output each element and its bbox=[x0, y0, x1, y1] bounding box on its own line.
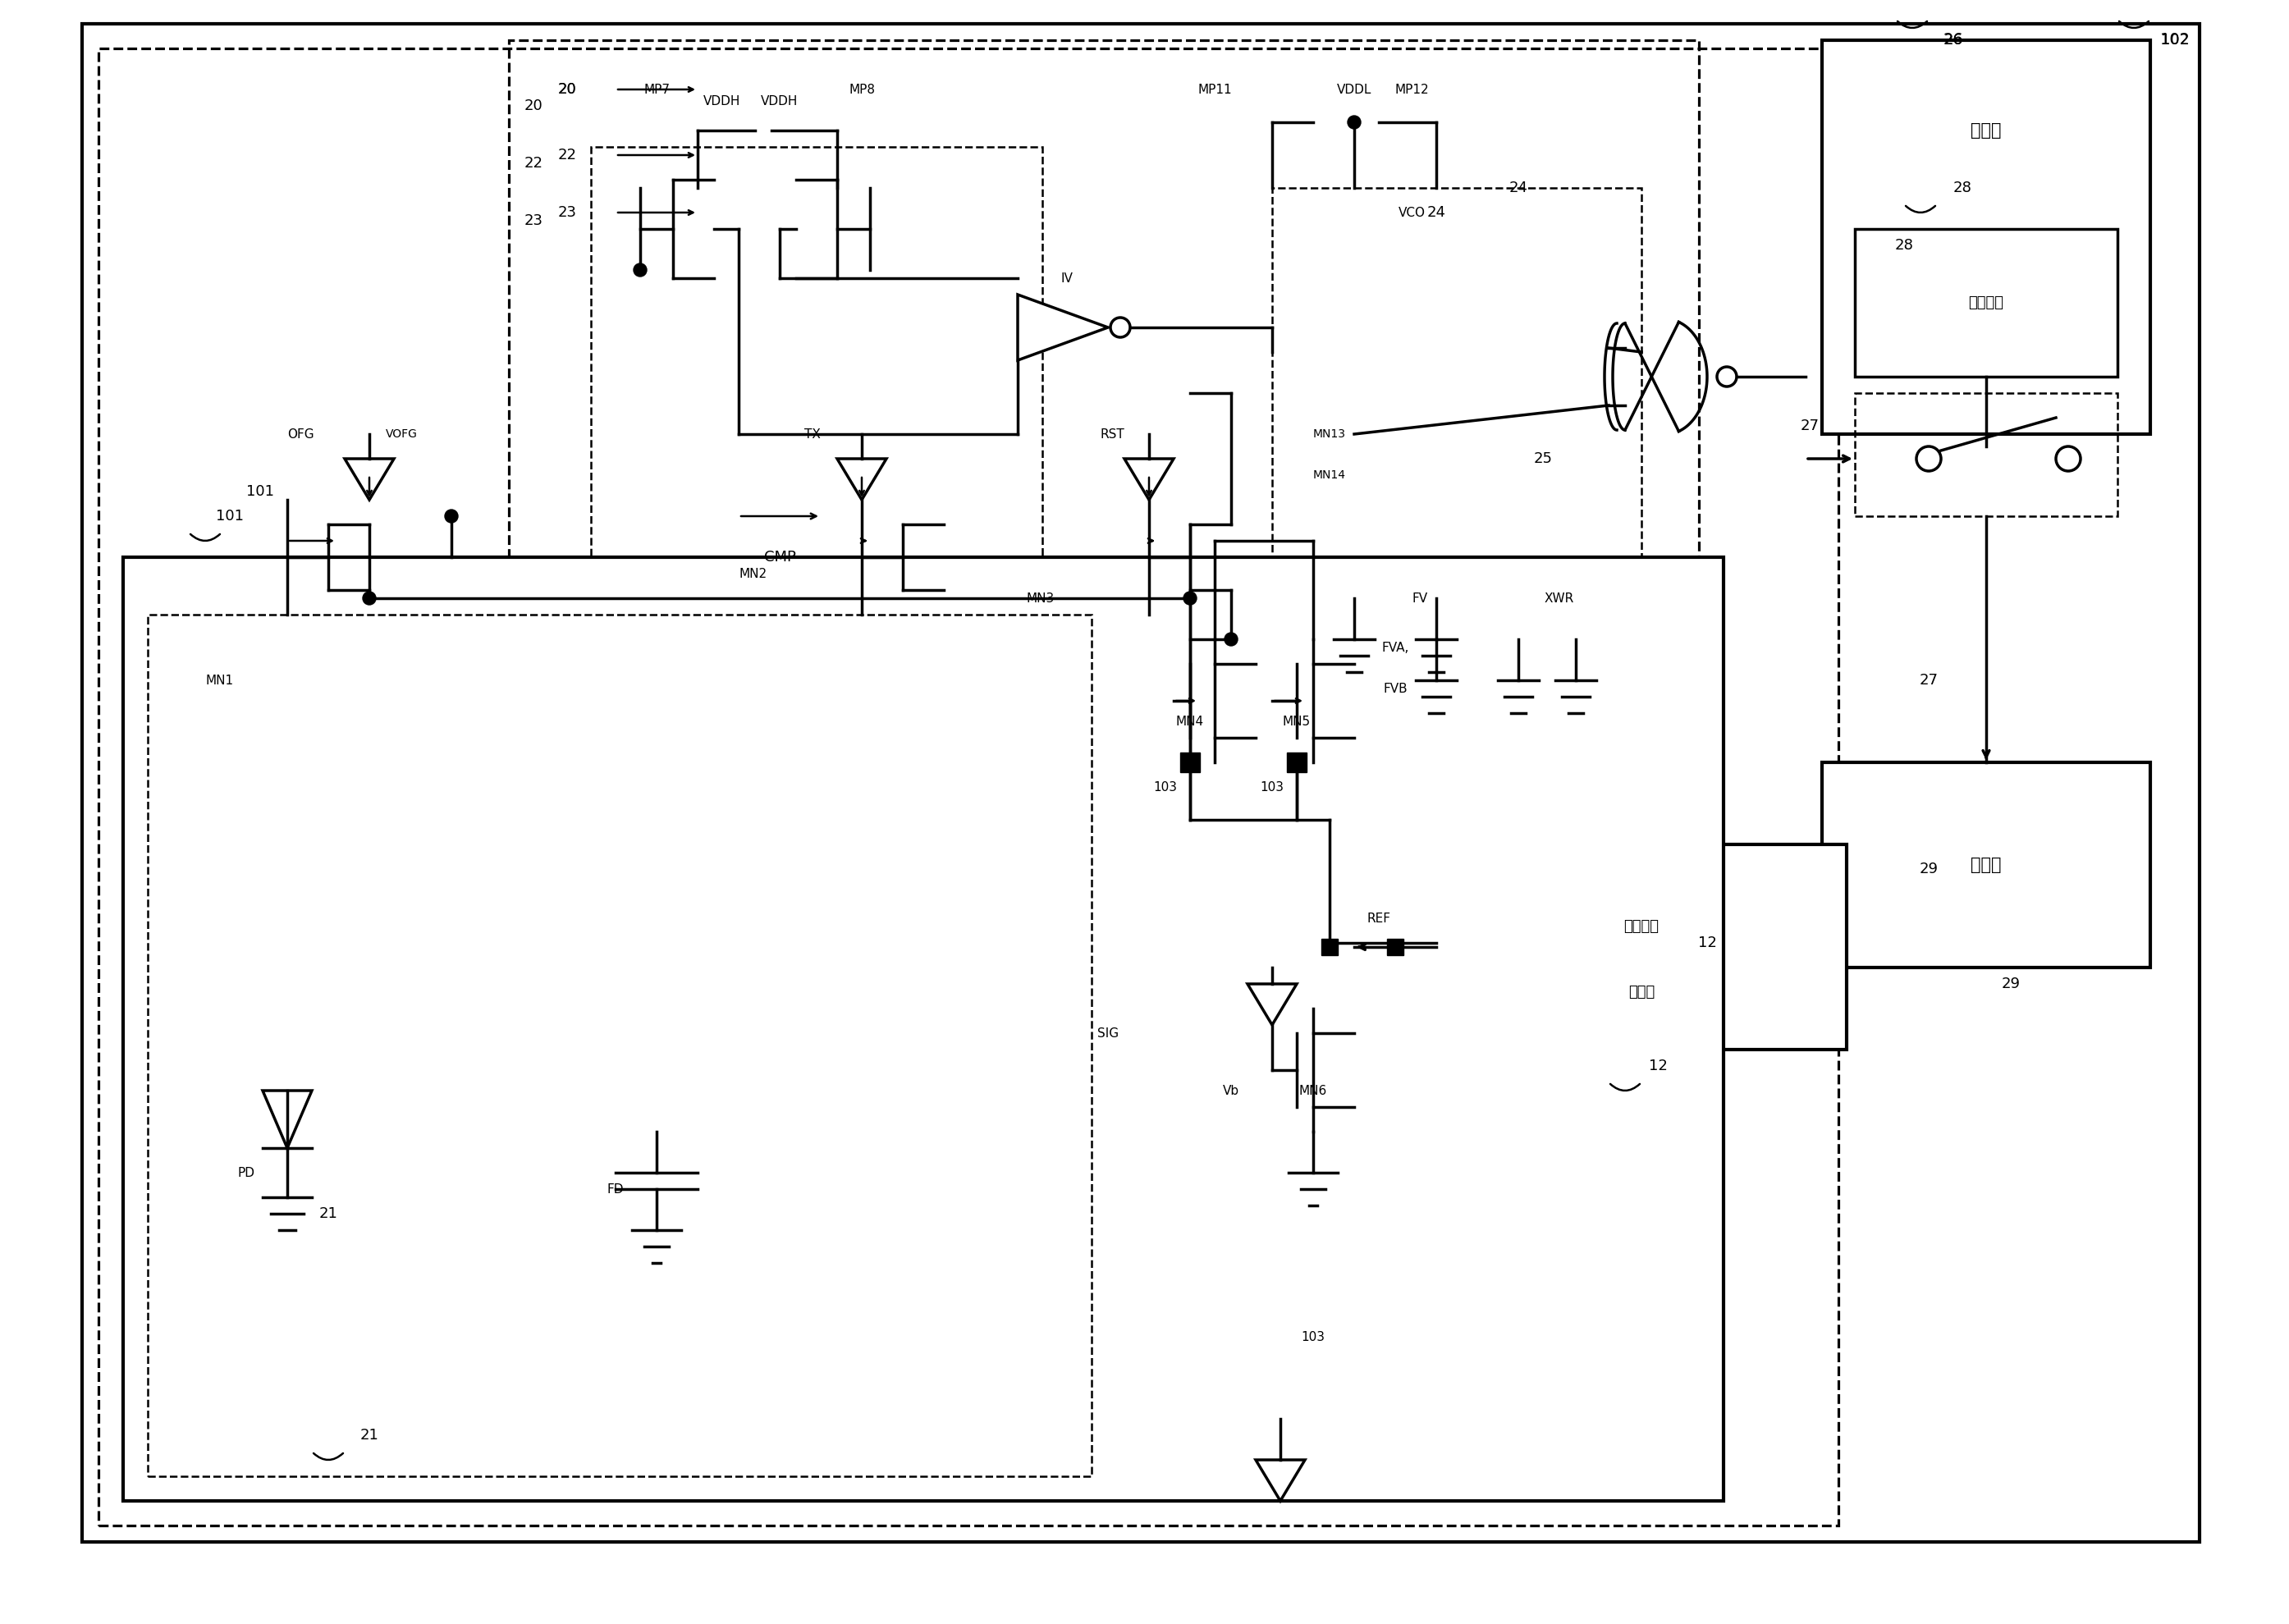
Text: MN2: MN2 bbox=[739, 567, 767, 580]
Circle shape bbox=[1183, 591, 1197, 604]
Text: FVA,: FVA, bbox=[1383, 641, 1410, 653]
Circle shape bbox=[2056, 447, 2081, 471]
Text: MN13: MN13 bbox=[1314, 429, 1346, 440]
Text: 锁存器: 锁存器 bbox=[1971, 122, 2001, 138]
Circle shape bbox=[1348, 115, 1360, 128]
Text: MN14: MN14 bbox=[1314, 469, 1346, 481]
Polygon shape bbox=[1248, 984, 1298, 1025]
Circle shape bbox=[1110, 318, 1131, 338]
Text: MN1: MN1 bbox=[206, 674, 233, 687]
Text: 103: 103 bbox=[1300, 1330, 1325, 1343]
Text: FV: FV bbox=[1412, 593, 1428, 604]
Text: 21: 21 bbox=[359, 1427, 378, 1442]
Text: 21: 21 bbox=[318, 1207, 339, 1221]
Text: OFG: OFG bbox=[286, 429, 314, 440]
FancyBboxPatch shape bbox=[82, 24, 2200, 1541]
Circle shape bbox=[1916, 447, 1941, 471]
Text: 24: 24 bbox=[1426, 205, 1447, 219]
Text: CMP: CMP bbox=[765, 551, 797, 565]
Text: IV: IV bbox=[1060, 273, 1074, 284]
Text: 12: 12 bbox=[1698, 935, 1717, 950]
Text: VDDH: VDDH bbox=[703, 96, 742, 107]
Polygon shape bbox=[1257, 1460, 1305, 1501]
Text: 101: 101 bbox=[215, 508, 243, 523]
Bar bbox=[1387, 939, 1403, 955]
Text: 20: 20 bbox=[559, 83, 577, 97]
Text: 22: 22 bbox=[559, 148, 577, 162]
Text: RST: RST bbox=[1099, 429, 1124, 440]
Text: MP11: MP11 bbox=[1197, 83, 1231, 96]
Circle shape bbox=[1225, 633, 1238, 646]
FancyBboxPatch shape bbox=[1435, 844, 1847, 1049]
FancyBboxPatch shape bbox=[1822, 762, 2149, 968]
Text: 20: 20 bbox=[524, 99, 542, 114]
Text: MN6: MN6 bbox=[1300, 1085, 1328, 1096]
Circle shape bbox=[362, 591, 375, 604]
Text: XWR: XWR bbox=[1545, 593, 1575, 604]
Text: 22: 22 bbox=[524, 156, 542, 171]
Circle shape bbox=[634, 263, 648, 276]
Text: 基准信号: 基准信号 bbox=[1623, 919, 1660, 934]
Text: 25: 25 bbox=[1534, 451, 1552, 466]
Text: 103: 103 bbox=[1154, 781, 1177, 793]
FancyBboxPatch shape bbox=[124, 557, 1724, 1501]
Text: SIG: SIG bbox=[1096, 1026, 1119, 1039]
Text: PD: PD bbox=[238, 1166, 254, 1179]
Text: 24: 24 bbox=[1508, 180, 1527, 195]
Text: MP12: MP12 bbox=[1394, 83, 1428, 96]
Text: TX: TX bbox=[803, 429, 822, 440]
Text: 23: 23 bbox=[559, 205, 577, 219]
Bar bbox=[1854, 393, 2117, 516]
Bar bbox=[508, 41, 1698, 820]
Text: FVB: FVB bbox=[1383, 682, 1408, 695]
Text: MN3: MN3 bbox=[1025, 593, 1053, 604]
Text: REF: REF bbox=[1367, 913, 1392, 924]
Polygon shape bbox=[263, 1091, 311, 1148]
Text: 27: 27 bbox=[1799, 419, 1820, 434]
Bar bbox=[149, 614, 1092, 1476]
Text: VOFG: VOFG bbox=[387, 429, 417, 440]
Text: 103: 103 bbox=[1261, 781, 1284, 793]
Text: 27: 27 bbox=[1918, 672, 1939, 687]
Text: 29: 29 bbox=[1918, 862, 1939, 877]
Text: FD: FD bbox=[607, 1182, 625, 1195]
Text: MN4: MN4 bbox=[1177, 715, 1204, 728]
Polygon shape bbox=[1124, 458, 1174, 500]
Text: 中继器: 中继器 bbox=[1971, 857, 2001, 874]
Text: 23: 23 bbox=[524, 213, 542, 227]
Circle shape bbox=[1717, 367, 1737, 387]
Bar bbox=[591, 146, 1041, 680]
Text: 28: 28 bbox=[1895, 239, 1914, 253]
Bar bbox=[98, 49, 1838, 1525]
Text: 12: 12 bbox=[1648, 1059, 1666, 1073]
Text: MP8: MP8 bbox=[849, 83, 874, 96]
Polygon shape bbox=[1019, 294, 1108, 361]
Text: 生成器: 生成器 bbox=[1627, 984, 1655, 999]
Bar bbox=[1286, 752, 1307, 771]
Text: 20: 20 bbox=[559, 83, 577, 97]
Text: 29: 29 bbox=[2001, 976, 2021, 991]
Circle shape bbox=[444, 510, 458, 523]
Text: MN5: MN5 bbox=[1282, 715, 1312, 728]
Text: 保持电路: 保持电路 bbox=[1969, 296, 2003, 310]
Text: VDDL: VDDL bbox=[1337, 83, 1371, 96]
FancyBboxPatch shape bbox=[1854, 229, 2117, 377]
Bar bbox=[1181, 752, 1199, 771]
Text: 102: 102 bbox=[2161, 32, 2191, 49]
Text: VDDH: VDDH bbox=[760, 96, 799, 107]
Polygon shape bbox=[838, 458, 886, 500]
Polygon shape bbox=[346, 458, 394, 500]
Text: VCO: VCO bbox=[1399, 206, 1426, 219]
Text: 28: 28 bbox=[1953, 180, 1973, 195]
Text: 26: 26 bbox=[1943, 32, 1964, 49]
Bar bbox=[1321, 939, 1337, 955]
Text: MP7: MP7 bbox=[643, 83, 671, 96]
Text: Vb: Vb bbox=[1222, 1085, 1238, 1096]
Text: 26: 26 bbox=[1943, 32, 1962, 47]
Bar bbox=[1273, 188, 1641, 680]
Text: 102: 102 bbox=[2161, 32, 2188, 47]
Text: 101: 101 bbox=[247, 484, 275, 499]
FancyBboxPatch shape bbox=[1822, 41, 2149, 434]
